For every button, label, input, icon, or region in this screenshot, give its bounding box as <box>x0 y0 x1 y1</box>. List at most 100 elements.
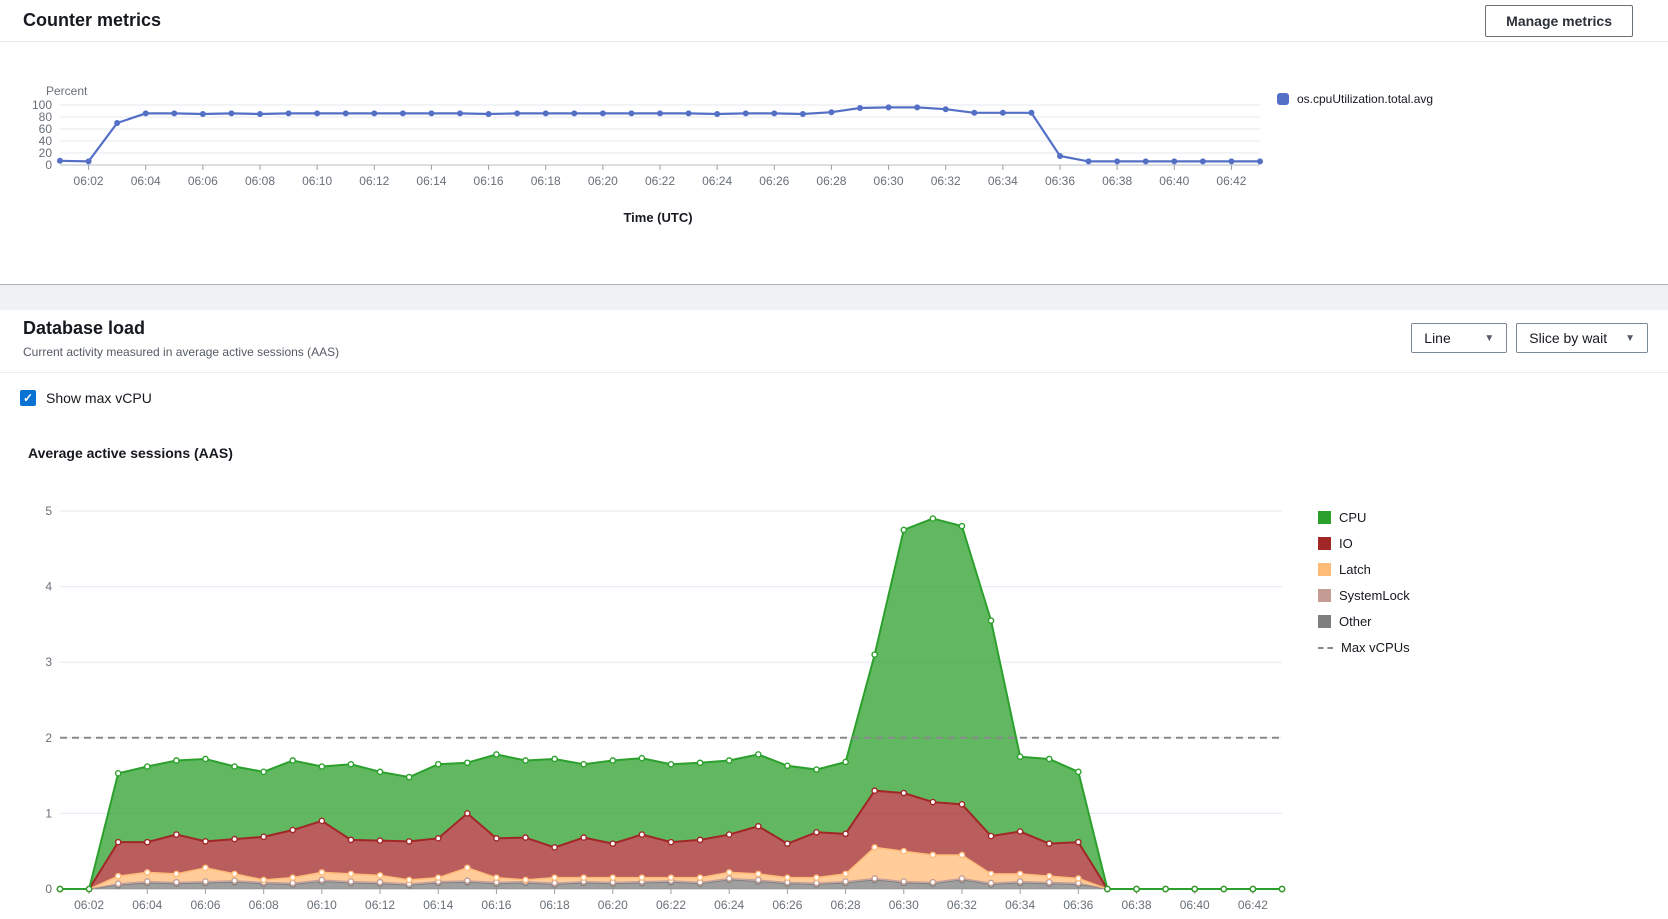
svg-text:06:04: 06:04 <box>131 174 161 188</box>
database-load-panel: Database load Current activity measured … <box>0 310 1668 919</box>
svg-text:06:34: 06:34 <box>1005 898 1035 912</box>
legend-label: CPU <box>1339 510 1367 525</box>
svg-text:06:20: 06:20 <box>598 898 628 912</box>
legend-label: IO <box>1339 536 1353 551</box>
slice-by-value: Slice by wait <box>1529 330 1608 346</box>
manage-metrics-button[interactable]: Manage metrics <box>1485 4 1633 37</box>
legend-swatch <box>1318 537 1331 550</box>
legend-item-latch: Latch <box>1318 562 1410 577</box>
legend-swatch <box>1318 615 1331 628</box>
legend-label: Latch <box>1339 562 1371 577</box>
svg-text:06:08: 06:08 <box>245 174 275 188</box>
counter-metrics-header: Counter metrics Manage metrics <box>0 0 1668 42</box>
svg-text:0: 0 <box>45 882 52 896</box>
dashed-line-swatch <box>1318 646 1333 649</box>
svg-text:06:22: 06:22 <box>656 898 686 912</box>
legend-label: Max vCPUs <box>1341 640 1410 655</box>
svg-text:06:38: 06:38 <box>1122 898 1152 912</box>
svg-text:06:18: 06:18 <box>531 174 561 188</box>
svg-text:06:16: 06:16 <box>474 174 504 188</box>
chevron-down-icon: ▼ <box>1625 332 1635 344</box>
database-load-legend: CPU IO Latch SystemLock Other Max vCPUs <box>1318 510 1410 666</box>
svg-text:06:42: 06:42 <box>1238 898 1268 912</box>
svg-text:20: 20 <box>39 146 53 160</box>
aas-chart-title: Average active sessions (AAS) <box>28 445 233 461</box>
cpu-utilization-legend-label: os.cpuUtilization.total.avg <box>1297 92 1434 106</box>
database-load-title: Database load <box>23 318 146 338</box>
legend-item-io: IO <box>1318 536 1410 551</box>
chevron-down-icon: ▼ <box>1484 332 1495 344</box>
svg-text:06:34: 06:34 <box>988 174 1018 188</box>
database-load-header: Database load Current activity measured … <box>0 310 1668 359</box>
legend-label: SystemLock <box>1339 588 1410 603</box>
svg-text:06:14: 06:14 <box>423 898 453 912</box>
svg-text:60: 60 <box>39 122 53 136</box>
svg-text:06:08: 06:08 <box>249 898 279 912</box>
svg-text:1: 1 <box>45 806 52 820</box>
svg-text:40: 40 <box>39 134 53 148</box>
legend-item-systemlock: SystemLock <box>1318 588 1410 603</box>
counter-chart-legend: os.cpuUtilization.total.avg <box>1277 92 1433 106</box>
chart-type-select[interactable]: Line ▼ <box>1411 323 1508 353</box>
counter-metrics-panel: 0 20 40 60 80 100 06:02 06:04 06:06 06:08 06:10 06:… <box>0 42 1668 284</box>
chart-type-value: Line <box>1424 330 1451 346</box>
svg-text:06:14: 06:14 <box>416 174 446 188</box>
slice-by-select[interactable]: Slice by wait ▼ <box>1516 323 1648 353</box>
database-load-heading-group: Database load Current activity measured … <box>23 318 339 359</box>
legend-item-cpu: CPU <box>1318 510 1410 525</box>
svg-text:06:30: 06:30 <box>874 174 904 188</box>
svg-text:06:36: 06:36 <box>1063 898 1093 912</box>
svg-text:06:10: 06:10 <box>302 174 332 188</box>
show-max-vcpu-row: ✓ Show max vCPU <box>20 390 152 406</box>
svg-text:06:32: 06:32 <box>931 174 961 188</box>
svg-text:06:12: 06:12 <box>365 898 395 912</box>
svg-text:06:02: 06:02 <box>74 174 104 188</box>
svg-text:06:02: 06:02 <box>74 898 104 912</box>
svg-text:06:06: 06:06 <box>190 898 220 912</box>
legend-swatch <box>1318 563 1331 576</box>
svg-text:06:28: 06:28 <box>816 174 846 188</box>
legend-label: Other <box>1339 614 1372 629</box>
svg-text:3: 3 <box>45 655 52 669</box>
svg-text:06:18: 06:18 <box>540 898 570 912</box>
svg-text:06:24: 06:24 <box>702 174 732 188</box>
legend-item-max-vcpus: Max vCPUs <box>1318 640 1410 655</box>
svg-text:06:28: 06:28 <box>831 898 861 912</box>
database-load-subtitle: Current activity measured in average act… <box>23 345 340 359</box>
svg-text:06:26: 06:26 <box>772 898 802 912</box>
svg-text:06:20: 06:20 <box>588 174 618 188</box>
svg-text:Percent: Percent <box>46 84 88 98</box>
svg-text:4: 4 <box>45 580 52 594</box>
counter-metrics-title: Counter metrics <box>23 10 162 30</box>
svg-text:2: 2 <box>45 731 52 745</box>
cpu-utilization-legend-swatch <box>1277 93 1289 105</box>
svg-text:80: 80 <box>39 110 53 124</box>
svg-text:06:04: 06:04 <box>132 898 162 912</box>
svg-text:06:22: 06:22 <box>645 174 675 188</box>
chart-controls: Line ▼ Slice by wait ▼ <box>1411 323 1648 353</box>
show-max-vcpu-label: Show max vCPU <box>46 390 152 406</box>
svg-text:06:06: 06:06 <box>188 174 218 188</box>
svg-text:06:38: 06:38 <box>1102 174 1132 188</box>
svg-text:0: 0 <box>45 158 52 172</box>
svg-text:06:40: 06:40 <box>1180 898 1210 912</box>
svg-text:06:10: 06:10 <box>307 898 337 912</box>
show-max-vcpu-checkbox[interactable]: ✓ <box>20 390 36 406</box>
svg-text:06:36: 06:36 <box>1045 174 1075 188</box>
section-separator <box>0 284 1668 310</box>
svg-text:06:32: 06:32 <box>947 898 977 912</box>
svg-text:06:12: 06:12 <box>359 174 389 188</box>
database-load-chart: 0 1 2 3 4 5 06:02 06:04 06:06 06:08 06:10 06:12 06:1… <box>45 504 1286 912</box>
svg-text:06:42: 06:42 <box>1216 174 1246 188</box>
svg-text:06:40: 06:40 <box>1159 174 1189 188</box>
svg-text:06:30: 06:30 <box>889 898 919 912</box>
time-axis-title: Time (UTC) <box>623 210 693 225</box>
svg-text:5: 5 <box>45 504 52 518</box>
svg-text:06:26: 06:26 <box>759 174 789 188</box>
legend-item-other: Other <box>1318 614 1410 629</box>
svg-text:100: 100 <box>32 98 52 112</box>
legend-swatch <box>1318 511 1331 524</box>
svg-text:06:16: 06:16 <box>481 898 511 912</box>
